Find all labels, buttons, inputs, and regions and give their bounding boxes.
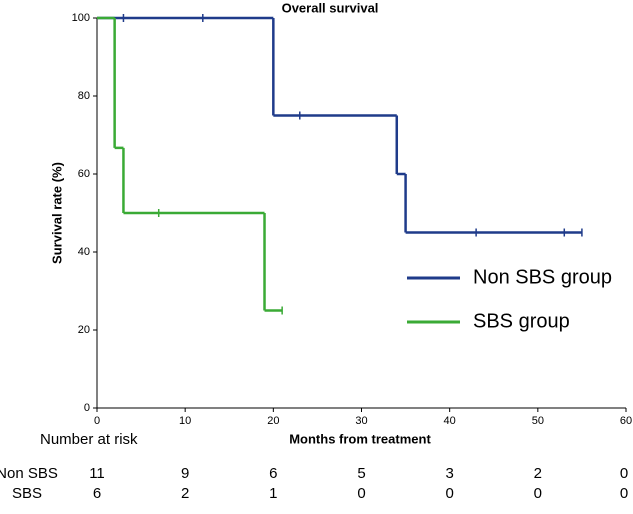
risk-count: 0	[620, 485, 628, 502]
risk-count: 0	[357, 485, 365, 502]
risk-count: 0	[445, 485, 453, 502]
risk-count: 1	[269, 485, 277, 502]
y-tick-label: 80	[78, 90, 90, 102]
risk-row-label: Non SBS	[0, 465, 58, 482]
x-tick-label: 40	[444, 415, 456, 427]
risk-count: 0	[534, 485, 542, 502]
x-tick-label: 20	[267, 415, 279, 427]
risk-count: 3	[445, 465, 453, 482]
y-tick-label: 20	[78, 324, 90, 336]
risk-count: 0	[620, 465, 628, 482]
y-tick-label: 40	[78, 246, 90, 258]
x-tick-label: 30	[355, 415, 367, 427]
x-tick-label: 0	[94, 415, 100, 427]
risk-count: 11	[89, 465, 105, 482]
y-tick-label: 100	[72, 12, 90, 24]
legend-label: Non SBS group	[473, 266, 612, 288]
x-axis-label: Months from treatment	[289, 431, 431, 446]
risk-count: 9	[181, 465, 189, 482]
x-tick-label: 60	[620, 415, 632, 427]
risk-row-label: SBS	[12, 485, 42, 502]
x-tick-label: 10	[179, 415, 191, 427]
risk-count: 2	[181, 485, 189, 502]
risk-table-title: Number at risk	[40, 431, 138, 448]
risk-count: 6	[93, 485, 101, 502]
y-tick-label: 0	[84, 402, 90, 414]
y-axis-label: Survival rate (%)	[49, 162, 64, 264]
y-tick-label: 60	[78, 168, 90, 180]
chart-title: Overall survival	[282, 0, 379, 15]
risk-count: 2	[534, 465, 542, 482]
risk-count: 5	[357, 465, 365, 482]
legend-label: SBS group	[473, 310, 570, 332]
x-tick-label: 50	[532, 415, 544, 427]
risk-count: 6	[269, 465, 277, 482]
